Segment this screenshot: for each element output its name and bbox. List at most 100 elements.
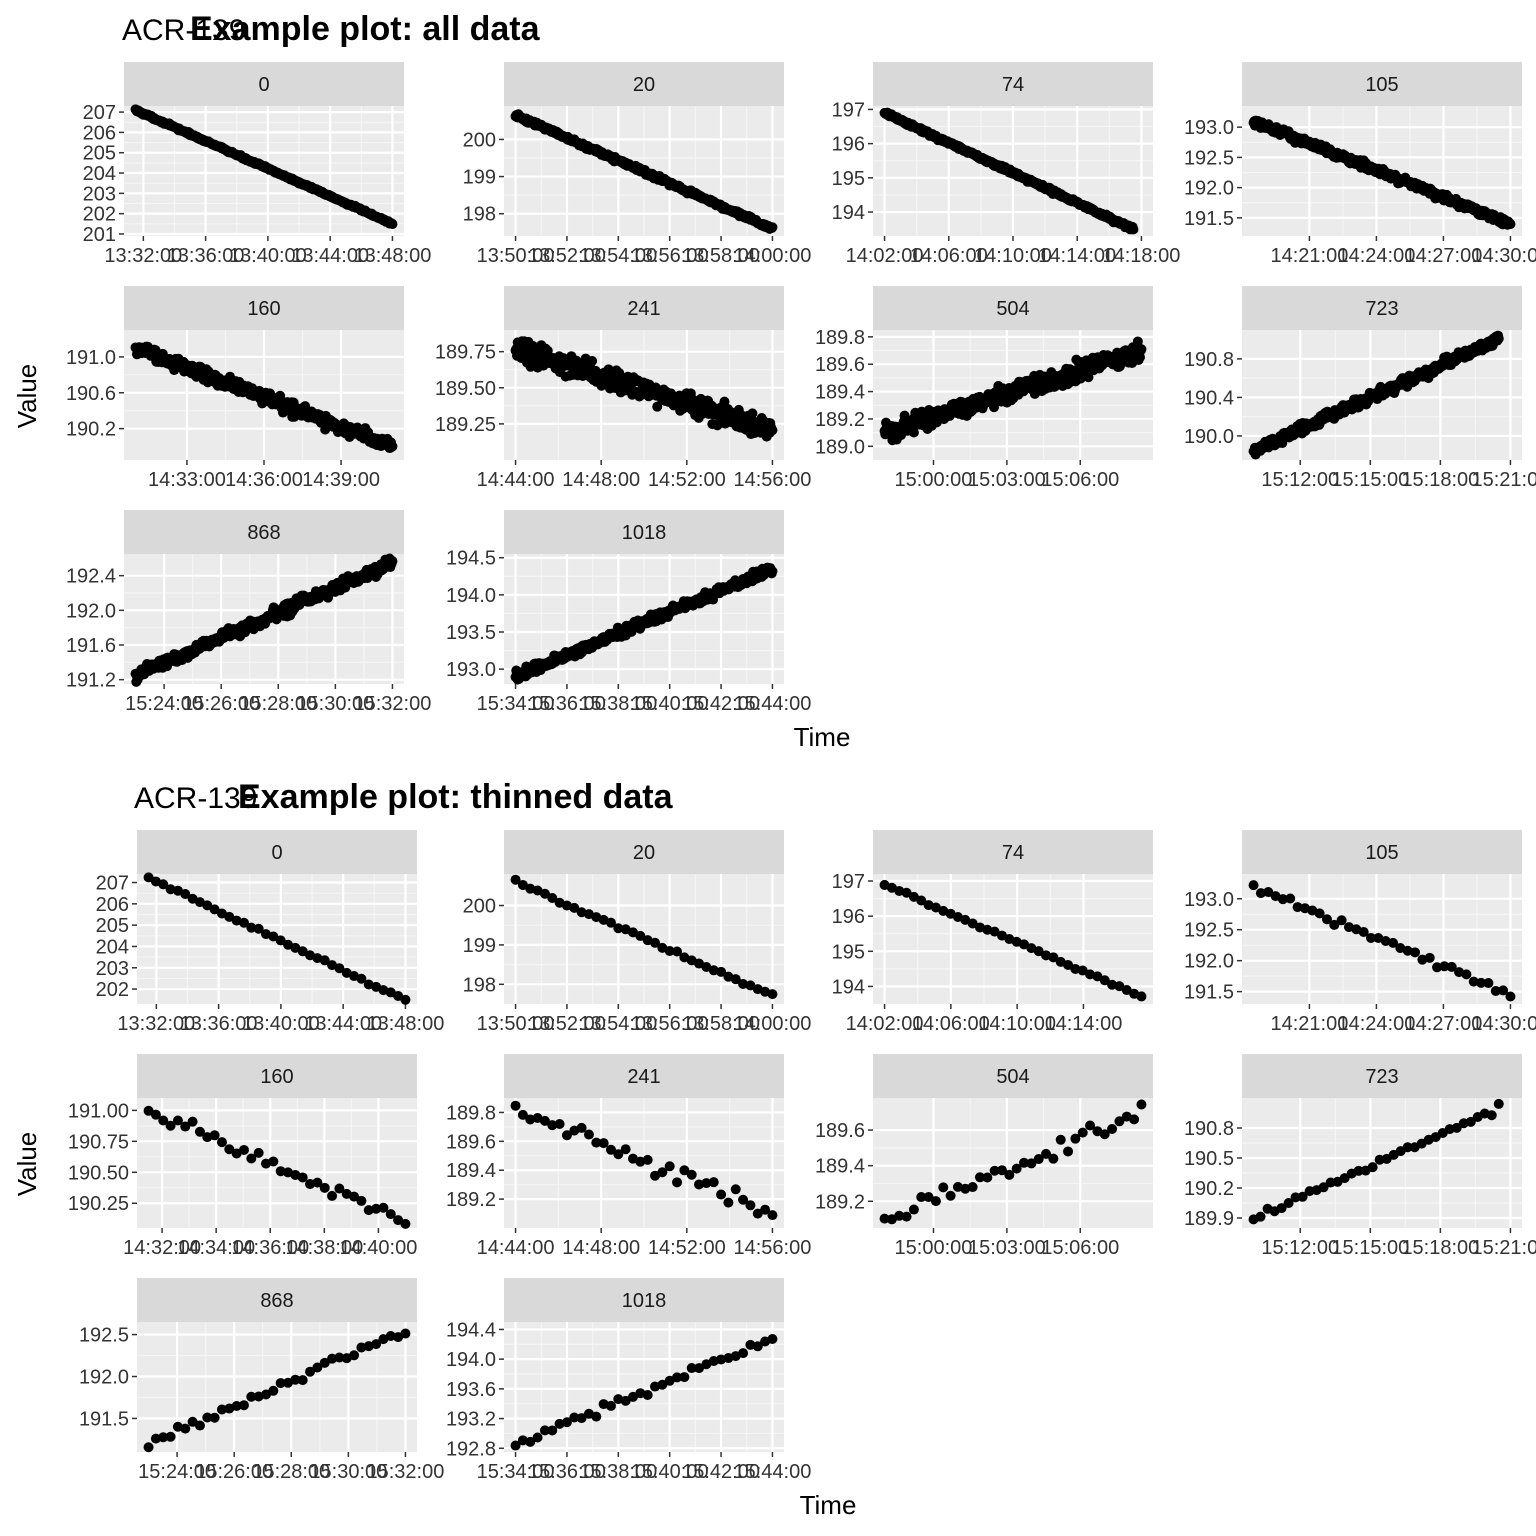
y-tick-label: 191.6 [66,635,116,657]
data-point [716,1189,727,1200]
plot-block-all-data: ACR-139 Example plot: all data Value Tim… [12,10,1536,752]
data-point [187,1116,198,1127]
facet-strip-label: 868 [247,522,280,544]
y-tick-label: 206 [96,894,129,916]
facet-strip-label: 241 [627,298,660,320]
data-point [1388,937,1399,948]
facet-strip-label: 160 [247,298,280,320]
data-point [1263,887,1274,898]
data-point [1292,902,1303,913]
facet-panel-74: 7419419519619714:02:0014:06:0014:10:0014… [832,62,1180,267]
data-point [1136,991,1147,1002]
facet-strip-label: 241 [627,1066,660,1088]
data-point [1461,969,1472,980]
data-point [297,1172,308,1183]
data-point [356,1195,367,1206]
x-tick-label: 15:44:00 [734,1461,812,1483]
y-tick-label: 196 [832,906,865,928]
data-point [400,1218,411,1229]
x-tick-label: 14:36:00 [225,469,303,491]
y-tick-label: 199 [463,935,496,957]
data-point [982,1172,993,1183]
point-series [879,107,1139,235]
x-tick-label: 13:32:00 [117,1013,195,1035]
y-tick-label: 192.8 [446,1438,496,1460]
data-point [1424,952,1435,963]
data-point [730,974,741,985]
facet-strip [504,286,784,330]
y-tick-label: 192.0 [79,1367,129,1389]
x-tick-label: 14:06:00 [912,1013,990,1035]
data-point [672,1177,683,1188]
y-tick-label: 207 [96,873,129,895]
x-tick-label: 14:21:00 [1270,1013,1348,1035]
facet-strip-label: 504 [996,1066,1029,1088]
y-tick-label: 194.4 [446,1319,496,1341]
data-point [767,566,778,577]
x-tick-label: 14:02:00 [846,245,924,267]
point-series [510,1333,778,1451]
facet-strip [124,286,404,330]
data-point [246,1391,257,1402]
data-point [1402,1142,1413,1153]
data-point [561,1130,572,1141]
y-tick-label: 189.0 [815,436,865,458]
facet-panel-20: 20 198 199 200 13:50:0013:52:0013:54:0013:56… [463,830,811,1035]
y-tick-label: 202 [83,204,116,226]
data-point [400,994,411,1005]
data-point [297,1375,308,1386]
data-point [1483,978,1494,989]
data-point [539,1115,550,1126]
x-tick-label: 14:56:00 [734,469,812,491]
point-series [510,1100,778,1221]
point-series [1248,330,1504,460]
data-point [672,946,683,957]
data-point [752,1341,763,1352]
data-point [356,973,367,984]
x-tick-label: 15:24:00 [125,693,203,715]
data-point [510,874,521,885]
x-tick-label: 14:52:00 [648,1237,726,1259]
data-point [1048,952,1059,963]
x-tick-label: 15:12:00 [1261,1237,1339,1259]
x-tick-label: 15:40:00 [631,1461,709,1483]
data-point [679,1372,690,1383]
data-point [1486,1110,1497,1121]
data-point [327,1353,338,1364]
data-point [679,1165,690,1176]
x-tick-label: 14:56:00 [734,1237,812,1259]
x-tick-label: 14:32:00 [123,1237,201,1259]
y-tick-label: 190.5 [1184,1148,1234,1170]
x-tick-label: 15:15:00 [1331,1237,1409,1259]
data-point [767,222,778,233]
data-point [1505,219,1516,230]
facet-panel-723: 723189.9190.2190.5190.815:12:0015:15:001… [1184,1054,1536,1259]
y-tick-label: 200 [463,129,496,151]
y-tick-label: 200 [463,896,496,918]
data-point [246,1153,257,1164]
data-point [1114,981,1125,992]
x-tick-label: 14:33:00 [148,469,226,491]
facet-panel-723: 723 190.0 190.4 190.8 15:12:0015:15:0015:18:… [1184,286,1536,491]
y-tick-label: 189.4 [446,1160,496,1182]
facet-panel-241: 241 189.2 189.4 189.6 189.8 14:44:00 14:48:00 1… [446,1054,811,1259]
facet-strip-label: 105 [1365,842,1398,864]
data-point [1077,965,1088,976]
data-point [686,1363,697,1374]
facet-panel-160: 160 190.2 190.6 191.0 14:33:00 14:36:00 14:39:… [66,286,404,491]
facet-strip [504,1054,784,1098]
y-tick-label: 191.0 [66,347,116,369]
point-series [879,1099,1147,1225]
data-point [767,989,778,1000]
facet-strip [873,1054,1153,1098]
data-point [275,1166,286,1177]
plot-title: Example plot: all data [190,10,541,48]
x-tick-label: 13:36:00 [180,1013,258,1035]
data-point [1004,1169,1015,1180]
data-point [1019,1157,1030,1168]
x-tick-label: 15:06:00 [1041,469,1119,491]
data-point [664,946,675,957]
y-tick-label: 192.5 [1184,920,1234,942]
data-point [738,1194,749,1205]
y-tick-label: 193.2 [446,1409,496,1431]
